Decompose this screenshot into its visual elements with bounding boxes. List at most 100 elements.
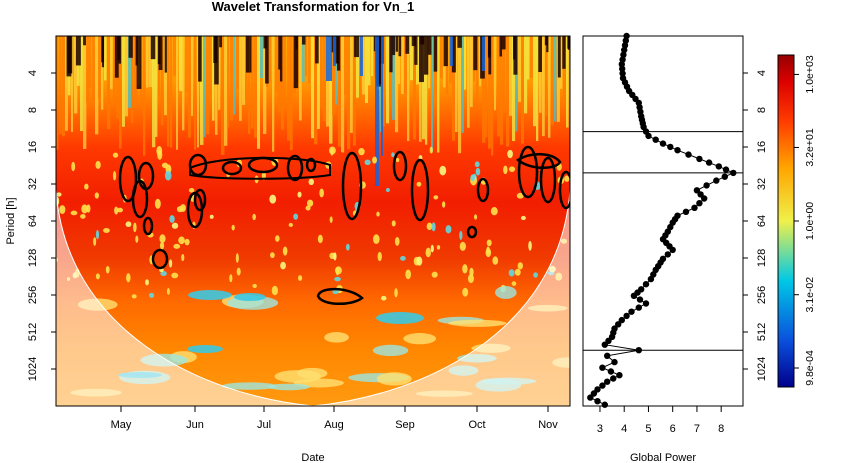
date-tick-label: Sep — [395, 419, 415, 431]
period-tick-label-right: 32 — [756, 178, 768, 190]
period-tick-label-right: 512 — [756, 323, 768, 341]
cone-of-influence — [56, 189, 570, 406]
global-power-point — [601, 401, 609, 408]
x-axis-label: Date — [301, 452, 324, 463]
global-power-point — [685, 151, 692, 158]
period-tick-label: 128 — [27, 249, 39, 267]
power-tick-label: 5 — [645, 423, 651, 435]
heatmap-panel: 4 8 16 32 64 128 256 512 1024 May Jun Jul Aug Sep Oct… — [5, 35, 571, 463]
global-power-point — [721, 173, 728, 180]
global-power-point — [594, 386, 601, 393]
date-tick-label: Jul — [257, 419, 271, 431]
global-power-point — [599, 382, 606, 389]
global-power-point — [642, 281, 650, 288]
power-tick-label: 6 — [670, 423, 676, 435]
global-power-point — [669, 246, 676, 254]
global-power-point — [604, 352, 611, 359]
global-power-point — [619, 56, 626, 63]
global-power-point — [713, 177, 720, 184]
global-power-point — [705, 159, 713, 166]
period-tick-label: 32 — [27, 178, 39, 190]
global-power-panel: 3 4 5 6 7 8 4 8 16 32 64 128 256 512 1024 Global Powe… — [582, 32, 768, 463]
global-power-point — [607, 368, 615, 375]
global-power-point — [647, 275, 655, 283]
chart-title: Wavelet Transformation for Vn_1 — [212, 0, 415, 14]
global-power-point — [621, 42, 629, 49]
date-axis: May Jun Jul Aug Sep Oct Nov — [111, 406, 558, 431]
power-axis-label: Global Power — [630, 452, 696, 463]
global-power-point — [618, 61, 625, 68]
period-tick-label-right: 16 — [756, 141, 768, 153]
global-power-point — [703, 182, 710, 189]
colorbar-tick-label: 3.1e-02 — [804, 277, 816, 313]
global-power-frame — [582, 35, 744, 407]
global-power-point — [722, 166, 730, 173]
global-power-point — [623, 312, 630, 320]
period-tick-label-right: 8 — [756, 107, 768, 113]
global-power-point — [620, 51, 627, 58]
global-power-point — [645, 132, 652, 140]
global-power-point — [636, 296, 644, 303]
power-tick-label: 8 — [718, 423, 724, 435]
global-power-point — [696, 200, 703, 207]
global-power-point — [621, 46, 628, 54]
date-tick-label: May — [111, 419, 132, 431]
global-power-point — [635, 347, 642, 354]
period-tick-label-right: 128 — [756, 249, 768, 267]
global-power-point — [604, 378, 611, 385]
global-power-point — [618, 316, 625, 324]
date-tick-label: Nov — [538, 419, 558, 431]
colorbar-tick-label: 3.2e+01 — [804, 128, 816, 166]
global-power-point — [659, 140, 667, 147]
global-power-point — [590, 390, 598, 397]
global-power-point — [623, 32, 630, 40]
y-axis-label: Period [h] — [5, 197, 17, 244]
colorbar-axis: 1.0e+03 3.2e+01 1.0e+00 3.1e-02 9.8e-04 — [794, 55, 816, 386]
period-axis-right: 4 8 16 32 64 128 256 512 1024 — [743, 70, 768, 381]
global-power-point — [611, 358, 618, 366]
power-tick-label: 3 — [597, 423, 603, 435]
colorbar-scale — [777, 54, 795, 388]
global-power-point — [616, 372, 623, 379]
global-power-point — [642, 300, 650, 307]
global-power-point — [682, 208, 690, 215]
global-power-point — [630, 292, 638, 299]
power-axis: 3 4 5 6 7 8 — [597, 406, 724, 435]
period-tick-label-right: 4 — [756, 70, 768, 76]
period-axis: 4 8 16 32 64 128 256 512 1024 — [27, 70, 56, 381]
global-power-points — [587, 32, 737, 408]
period-tick-label: 16 — [27, 141, 39, 153]
global-power-point — [601, 341, 608, 348]
period-tick-label-right: 64 — [756, 215, 768, 227]
global-power-point — [701, 195, 708, 202]
period-tick-label-right: 256 — [756, 286, 768, 304]
significance-contours — [118, 145, 570, 305]
colorbar: 1.0e+03 3.2e+01 1.0e+00 3.1e-02 9.8e-04 — [777, 54, 816, 388]
global-power-point — [619, 70, 626, 77]
period-tick-label: 512 — [27, 323, 39, 341]
power-tick-label: 7 — [694, 423, 700, 435]
global-power-point — [715, 163, 722, 170]
global-power-point — [693, 187, 701, 194]
date-tick-label: Aug — [324, 419, 344, 431]
global-power-point — [691, 204, 698, 211]
period-tick-label: 4 — [27, 70, 39, 76]
reference-lines — [583, 131, 743, 351]
global-power-point — [664, 251, 671, 258]
global-power-point — [667, 143, 674, 151]
global-power-point — [652, 136, 659, 143]
global-power-point — [696, 155, 703, 163]
global-power-point — [730, 169, 737, 177]
colorbar-tick-label: 1.0e+03 — [804, 55, 816, 93]
period-tick-label: 1024 — [27, 357, 39, 381]
global-power-point — [697, 191, 704, 198]
global-power-point — [594, 398, 601, 405]
power-tick-label: 4 — [621, 423, 627, 435]
global-power-point — [674, 147, 681, 154]
global-power-point — [599, 364, 606, 371]
colorbar-tick-label: 9.8e-04 — [804, 350, 816, 386]
period-tick-label-right: 1024 — [756, 357, 768, 381]
global-power-point — [610, 375, 617, 382]
period-tick-label: 8 — [27, 107, 39, 113]
